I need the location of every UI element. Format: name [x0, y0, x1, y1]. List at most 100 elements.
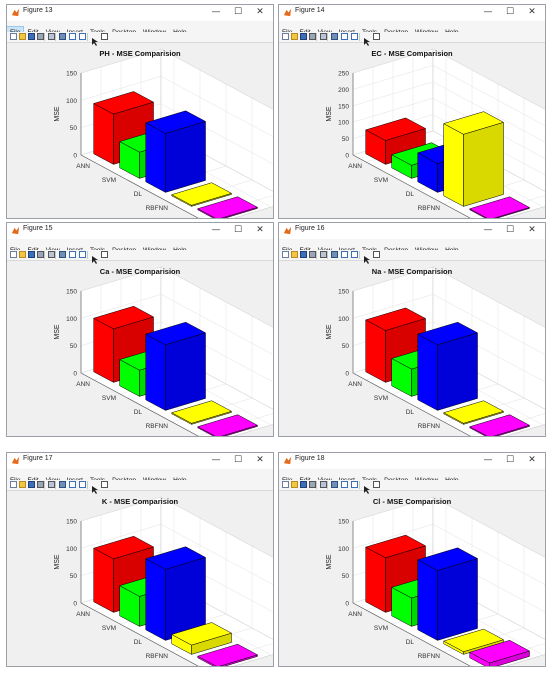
bar-cnn[interactable]	[469, 414, 531, 437]
minimize-button[interactable]: —	[211, 7, 221, 17]
print-icon[interactable]	[37, 251, 44, 258]
property-editor-icon[interactable]	[373, 251, 380, 258]
link-plot-icon[interactable]	[331, 251, 338, 258]
pointer-icon[interactable]	[91, 33, 98, 46]
plot-area[interactable]: 050100150MSEANNSVMDLRBFNNCNNNa - MSE Com…	[279, 261, 545, 437]
print-preview-icon[interactable]	[48, 481, 55, 488]
open-file-icon[interactable]	[291, 33, 298, 40]
print-preview-icon[interactable]	[320, 251, 327, 258]
open-file-icon[interactable]	[291, 481, 298, 488]
save-icon[interactable]	[300, 33, 307, 40]
close-button[interactable]: ✕	[528, 455, 536, 465]
bar-rbfnn[interactable]	[443, 111, 505, 207]
title-bar[interactable]: Figure 17 — ☐ ✕	[7, 453, 273, 469]
pointer-icon[interactable]	[91, 481, 98, 494]
close-button[interactable]: ✕	[528, 225, 536, 235]
close-button[interactable]: ✕	[256, 225, 264, 235]
insert-legend-icon[interactable]	[79, 33, 86, 40]
bar-rbfnn[interactable]	[171, 622, 233, 655]
property-editor-icon[interactable]	[373, 33, 380, 40]
maximize-button[interactable]: ☐	[233, 455, 243, 465]
new-figure-icon[interactable]	[282, 251, 289, 258]
bar-rbfnn[interactable]	[443, 628, 505, 655]
plot-area[interactable]: 050100150MSEANNSVMDLRBFNNCNNPH - MSE Com…	[7, 43, 273, 219]
link-plot-icon[interactable]	[331, 33, 338, 40]
close-button[interactable]: ✕	[256, 455, 264, 465]
minimize-button[interactable]: —	[211, 455, 221, 465]
print-icon[interactable]	[309, 481, 316, 488]
minimize-button[interactable]: —	[483, 455, 493, 465]
print-icon[interactable]	[37, 481, 44, 488]
open-file-icon[interactable]	[19, 33, 26, 40]
insert-colorbar-icon[interactable]	[341, 33, 348, 40]
open-file-icon[interactable]	[19, 481, 26, 488]
link-plot-icon[interactable]	[59, 33, 66, 40]
print-icon[interactable]	[37, 33, 44, 40]
bar-rbfnn[interactable]	[171, 182, 233, 207]
insert-colorbar-icon[interactable]	[69, 33, 76, 40]
bar-rbfnn[interactable]	[171, 400, 233, 425]
maximize-button[interactable]: ☐	[233, 225, 243, 235]
insert-colorbar-icon[interactable]	[69, 481, 76, 488]
pointer-icon[interactable]	[363, 251, 370, 264]
save-icon[interactable]	[28, 33, 35, 40]
print-preview-icon[interactable]	[48, 33, 55, 40]
bar-cnn[interactable]	[469, 640, 531, 667]
pointer-icon[interactable]	[91, 251, 98, 264]
maximize-button[interactable]: ☐	[505, 7, 515, 17]
print-preview-icon[interactable]	[320, 481, 327, 488]
bar-dl[interactable]	[145, 546, 207, 641]
open-file-icon[interactable]	[19, 251, 26, 258]
title-bar[interactable]: Figure 14 — ☐ ✕	[279, 5, 545, 21]
maximize-button[interactable]: ☐	[233, 7, 243, 17]
new-figure-icon[interactable]	[10, 251, 17, 258]
pointer-icon[interactable]	[363, 33, 370, 46]
property-editor-icon[interactable]	[101, 251, 108, 258]
bar-dl[interactable]	[417, 321, 479, 411]
save-icon[interactable]	[28, 481, 35, 488]
print-preview-icon[interactable]	[48, 251, 55, 258]
bar-rbfnn[interactable]	[443, 400, 505, 425]
new-figure-icon[interactable]	[282, 481, 289, 488]
print-preview-icon[interactable]	[320, 33, 327, 40]
insert-legend-icon[interactable]	[351, 251, 358, 258]
new-figure-icon[interactable]	[10, 33, 17, 40]
link-plot-icon[interactable]	[59, 481, 66, 488]
save-icon[interactable]	[300, 251, 307, 258]
plot-area[interactable]: 050100150200250MSEANNSVMDLRBFNNCNNEC - M…	[279, 43, 545, 219]
link-plot-icon[interactable]	[331, 481, 338, 488]
close-button[interactable]: ✕	[528, 7, 536, 17]
minimize-button[interactable]: —	[483, 225, 493, 235]
maximize-button[interactable]: ☐	[505, 225, 515, 235]
insert-colorbar-icon[interactable]	[341, 481, 348, 488]
insert-colorbar-icon[interactable]	[69, 251, 76, 258]
property-editor-icon[interactable]	[101, 33, 108, 40]
property-editor-icon[interactable]	[101, 481, 108, 488]
title-bar[interactable]: Figure 18 — ☐ ✕	[279, 453, 545, 469]
save-icon[interactable]	[28, 251, 35, 258]
title-bar[interactable]: Figure 16 — ☐ ✕	[279, 223, 545, 239]
new-figure-icon[interactable]	[10, 481, 17, 488]
bar-dl[interactable]	[417, 547, 479, 641]
insert-legend-icon[interactable]	[351, 481, 358, 488]
property-editor-icon[interactable]	[373, 481, 380, 488]
print-icon[interactable]	[309, 251, 316, 258]
insert-legend-icon[interactable]	[351, 33, 358, 40]
bar-cnn[interactable]	[197, 643, 259, 667]
bar-cnn[interactable]	[197, 414, 259, 437]
bar-cnn[interactable]	[469, 196, 531, 219]
maximize-button[interactable]: ☐	[505, 455, 515, 465]
link-plot-icon[interactable]	[59, 251, 66, 258]
close-button[interactable]: ✕	[256, 7, 264, 17]
title-bar[interactable]: Figure 13 — ☐ ✕	[7, 5, 273, 21]
insert-colorbar-icon[interactable]	[341, 251, 348, 258]
plot-area[interactable]: 050100150MSEANNSVMDLRBFNNCNNCl - MSE Com…	[279, 491, 545, 667]
open-file-icon[interactable]	[291, 251, 298, 258]
bar-ann[interactable]	[93, 535, 155, 613]
minimize-button[interactable]: —	[211, 225, 221, 235]
bar-dl[interactable]	[145, 321, 207, 411]
insert-legend-icon[interactable]	[79, 251, 86, 258]
print-icon[interactable]	[309, 33, 316, 40]
pointer-icon[interactable]	[363, 481, 370, 494]
plot-area[interactable]: 050100150MSEANNSVMDLRBFNNCNNK - MSE Comp…	[7, 491, 273, 667]
